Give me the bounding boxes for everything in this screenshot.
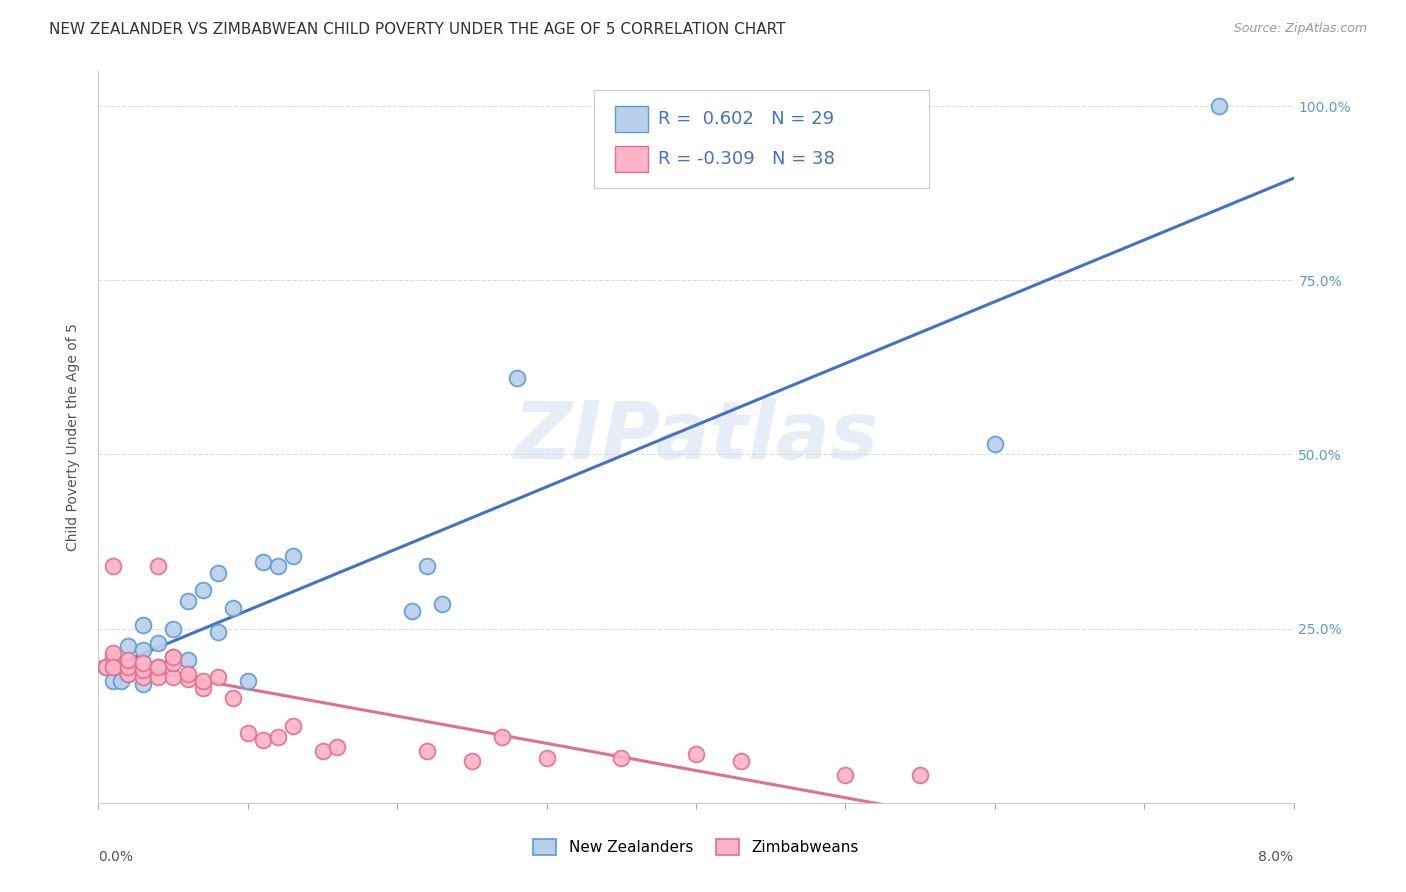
Point bbox=[132, 657, 155, 671]
Point bbox=[103, 558, 125, 573]
Text: 8.0%: 8.0% bbox=[1258, 850, 1294, 864]
Point bbox=[461, 754, 484, 768]
FancyBboxPatch shape bbox=[595, 90, 929, 188]
Point bbox=[103, 673, 125, 688]
Point bbox=[685, 747, 707, 761]
Point bbox=[148, 660, 170, 674]
Point bbox=[491, 730, 513, 744]
Point bbox=[1208, 99, 1230, 113]
Point bbox=[132, 642, 155, 657]
Point bbox=[132, 677, 155, 691]
Point bbox=[267, 558, 290, 573]
Text: 0.0%: 0.0% bbox=[98, 850, 134, 864]
Point bbox=[94, 660, 117, 674]
Point bbox=[117, 667, 139, 681]
Point bbox=[148, 660, 170, 674]
Point bbox=[162, 657, 184, 671]
Point bbox=[222, 691, 245, 706]
Point bbox=[132, 664, 155, 678]
Point bbox=[191, 673, 214, 688]
Point bbox=[132, 618, 155, 632]
Point bbox=[730, 754, 752, 768]
Point bbox=[236, 726, 259, 740]
Point bbox=[311, 743, 333, 757]
Point bbox=[207, 625, 229, 640]
Point bbox=[103, 660, 125, 674]
Point bbox=[148, 670, 170, 684]
Point bbox=[94, 660, 117, 674]
Point bbox=[267, 730, 290, 744]
Point bbox=[132, 670, 155, 684]
Text: Source: ZipAtlas.com: Source: ZipAtlas.com bbox=[1233, 22, 1367, 36]
Point bbox=[103, 657, 125, 671]
Point bbox=[103, 646, 125, 660]
Point bbox=[117, 639, 139, 653]
Point bbox=[236, 673, 259, 688]
Point bbox=[207, 670, 229, 684]
Point bbox=[416, 743, 439, 757]
Point bbox=[908, 768, 931, 782]
Point bbox=[148, 635, 170, 649]
Point bbox=[110, 673, 132, 688]
Point bbox=[117, 653, 139, 667]
Point bbox=[610, 750, 633, 764]
Text: R = -0.309   N = 38: R = -0.309 N = 38 bbox=[658, 150, 835, 168]
Point bbox=[834, 768, 856, 782]
Point bbox=[177, 667, 200, 681]
Point bbox=[401, 604, 423, 618]
Point bbox=[252, 733, 274, 747]
Point bbox=[162, 649, 184, 664]
Y-axis label: Child Poverty Under the Age of 5: Child Poverty Under the Age of 5 bbox=[66, 323, 80, 551]
Point bbox=[162, 670, 184, 684]
Point bbox=[162, 649, 184, 664]
Point bbox=[207, 566, 229, 580]
Legend: New Zealanders, Zimbabweans: New Zealanders, Zimbabweans bbox=[527, 833, 865, 861]
Point bbox=[536, 750, 558, 764]
Point bbox=[416, 558, 439, 573]
Point bbox=[162, 622, 184, 636]
FancyBboxPatch shape bbox=[614, 106, 648, 132]
Point bbox=[148, 558, 170, 573]
Point bbox=[191, 583, 214, 598]
Point bbox=[177, 672, 200, 686]
Point bbox=[252, 556, 274, 570]
Point bbox=[222, 600, 245, 615]
Point bbox=[103, 649, 125, 664]
Point bbox=[326, 740, 349, 755]
FancyBboxPatch shape bbox=[614, 146, 648, 172]
Point bbox=[281, 549, 304, 563]
Point bbox=[177, 594, 200, 608]
Text: ZIPatlas: ZIPatlas bbox=[513, 398, 879, 476]
Point bbox=[117, 660, 139, 674]
Point bbox=[984, 437, 1007, 451]
Point bbox=[117, 667, 139, 681]
Point bbox=[281, 719, 304, 733]
Point bbox=[177, 653, 200, 667]
Point bbox=[430, 597, 453, 611]
Text: R =  0.602   N = 29: R = 0.602 N = 29 bbox=[658, 110, 834, 128]
Text: NEW ZEALANDER VS ZIMBABWEAN CHILD POVERTY UNDER THE AGE OF 5 CORRELATION CHART: NEW ZEALANDER VS ZIMBABWEAN CHILD POVERT… bbox=[49, 22, 786, 37]
Point bbox=[506, 371, 529, 385]
Point bbox=[191, 681, 214, 695]
